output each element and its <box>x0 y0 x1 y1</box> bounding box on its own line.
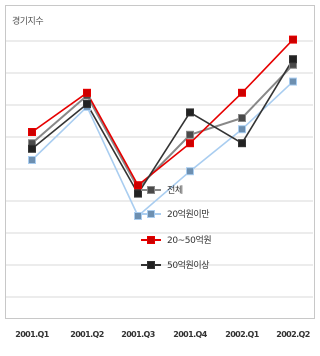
x-tick-label: 2002.Q2 <box>276 330 310 339</box>
legend-label: 전체 <box>167 185 183 196</box>
legend-swatch-marker <box>147 210 155 218</box>
series-2-point <box>238 125 246 134</box>
grid-lines <box>6 40 313 298</box>
x-tick-label: 2001.Q3 <box>121 330 155 339</box>
series-3-point <box>134 181 142 190</box>
legend-label: 20억원이만 <box>167 208 209 220</box>
y-axis-label: 경기지수 <box>12 15 43 27</box>
x-axis-ticks: 2001.Q1 2001.Q2 2001.Q3 2001.Q4 2002.Q1 2002.… <box>15 330 310 339</box>
series-lines <box>31 39 294 217</box>
series-3-point <box>186 139 194 148</box>
series-4-point <box>289 55 297 64</box>
legend-swatch-marker <box>147 236 155 244</box>
series-4-point <box>186 108 194 117</box>
series-1-point <box>186 130 194 139</box>
series-3-point <box>238 88 246 97</box>
x-tick-label: 2001.Q2 <box>70 330 104 339</box>
series-line-3 <box>31 39 294 186</box>
series-3-point <box>83 88 91 97</box>
series-markers <box>28 35 297 220</box>
x-tick-label: 2001.Q4 <box>173 330 208 339</box>
series-2-point <box>186 167 194 176</box>
series-line-1 <box>31 64 294 189</box>
series-2-point <box>289 77 297 86</box>
series-4-point <box>28 144 36 153</box>
series-4-point <box>238 139 246 148</box>
series-3-point <box>28 128 36 136</box>
legend-label: 20~50억원 <box>167 234 211 246</box>
series-2-point <box>28 156 36 164</box>
series-4-point <box>134 189 142 198</box>
series-line-4 <box>31 58 294 195</box>
series-4-point <box>83 100 91 108</box>
legend-swatch-marker <box>147 186 155 194</box>
legend: 전체 20억원이만 20~50억원 50억원이상 <box>141 185 212 271</box>
chart-frame <box>5 5 315 319</box>
x-tick-label: 2002.Q1 <box>225 330 260 339</box>
x-tick-label: 2001.Q1 <box>15 330 50 339</box>
legend-label: 50억원이상 <box>167 259 209 271</box>
series-3-point <box>289 35 297 44</box>
series-1-point <box>238 114 246 122</box>
series-2-point <box>134 212 142 220</box>
legend-swatch-marker <box>147 261 155 269</box>
series-line-2 <box>31 81 294 217</box>
